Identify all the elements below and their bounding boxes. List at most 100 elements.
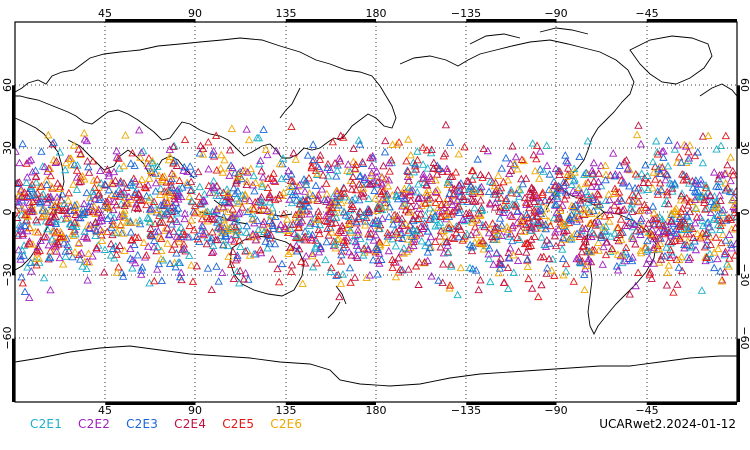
observation-marker <box>650 162 660 170</box>
observation-marker <box>92 243 101 252</box>
observation-marker <box>46 253 55 262</box>
observation-marker <box>705 255 715 263</box>
observation-marker <box>536 165 545 173</box>
observation-marker <box>379 161 388 170</box>
observation-marker <box>195 199 205 207</box>
observation-marker <box>118 213 128 221</box>
observation-marker <box>231 222 240 231</box>
observation-marker <box>249 249 259 258</box>
observation-marker <box>431 221 440 230</box>
observation-marker <box>558 245 567 253</box>
observation-marker <box>462 209 471 217</box>
observation-marker <box>17 192 27 200</box>
observation-marker <box>398 221 407 229</box>
observation-marker <box>491 198 500 207</box>
observation-marker <box>108 179 118 188</box>
observation-marker <box>91 226 101 234</box>
observation-marker <box>402 156 411 165</box>
observation-marker <box>721 236 730 244</box>
observation-marker <box>39 273 49 282</box>
observation-marker <box>443 206 452 215</box>
observation-marker <box>687 197 697 206</box>
observation-marker <box>477 206 486 215</box>
observation-marker <box>478 220 488 229</box>
observation-marker <box>80 135 89 143</box>
observation-marker <box>717 170 726 179</box>
observation-marker <box>304 229 313 238</box>
observation-marker <box>472 228 481 236</box>
observation-marker <box>667 216 676 225</box>
observation-marker <box>240 194 249 203</box>
observation-marker <box>104 169 114 177</box>
observation-marker <box>235 278 244 287</box>
observation-marker <box>232 194 241 202</box>
observation-marker <box>309 155 319 164</box>
observation-marker <box>28 197 38 205</box>
observation-marker <box>307 163 316 172</box>
observation-marker <box>388 140 397 148</box>
observation-marker <box>38 206 48 214</box>
observation-marker <box>332 189 342 197</box>
observation-marker <box>126 254 135 262</box>
observation-marker <box>391 272 401 281</box>
observation-marker <box>346 278 355 286</box>
observation-marker <box>242 180 251 189</box>
observation-marker <box>141 183 151 192</box>
observation-marker <box>333 166 342 174</box>
observation-marker <box>427 272 436 280</box>
observation-marker <box>128 148 137 157</box>
observation-marker <box>400 194 409 202</box>
observation-marker <box>22 215 31 224</box>
observation-marker <box>366 180 375 188</box>
observation-marker <box>272 146 281 155</box>
observation-marker <box>381 194 391 202</box>
observation-marker <box>468 214 478 223</box>
observation-marker <box>686 243 695 251</box>
observation-marker <box>540 240 549 249</box>
observation-marker <box>269 169 278 177</box>
observation-marker <box>268 221 277 229</box>
observation-marker <box>260 227 269 236</box>
observation-marker <box>295 196 305 205</box>
observation-marker <box>455 222 464 230</box>
observation-marker <box>135 216 144 224</box>
observation-marker <box>49 201 59 210</box>
observation-marker <box>185 251 194 259</box>
observation-marker <box>666 245 675 254</box>
observation-marker <box>52 247 61 255</box>
observation-marker <box>375 240 385 248</box>
observation-marker <box>251 197 260 206</box>
observation-marker <box>79 199 89 207</box>
observation-marker <box>142 200 151 209</box>
observation-marker <box>117 199 126 208</box>
observation-marker <box>710 203 719 212</box>
observation-marker <box>637 185 646 194</box>
observation-marker <box>712 145 721 153</box>
border-bar-bottom <box>466 402 557 405</box>
observation-marker <box>495 214 505 222</box>
observation-marker <box>72 219 81 227</box>
observation-marker <box>469 186 478 195</box>
observation-marker <box>288 177 297 185</box>
observation-marker <box>434 220 443 229</box>
observation-marker <box>691 176 700 184</box>
observation-marker <box>594 169 603 177</box>
observation-marker <box>652 244 662 253</box>
observation-marker <box>115 241 124 249</box>
observation-marker <box>470 203 479 212</box>
observation-marker <box>72 222 81 230</box>
observation-marker <box>567 169 576 178</box>
observation-marker <box>340 192 349 201</box>
observation-marker <box>337 221 347 230</box>
observation-marker <box>653 241 662 249</box>
observation-marker <box>26 155 36 164</box>
observation-marker <box>256 245 265 254</box>
observation-marker <box>344 160 353 168</box>
observation-marker <box>80 257 90 266</box>
observation-marker <box>475 230 484 239</box>
observation-marker <box>685 207 695 216</box>
observation-marker <box>44 130 53 139</box>
observation-marker <box>218 168 228 176</box>
observation-marker <box>563 158 572 166</box>
observation-marker <box>677 252 686 261</box>
